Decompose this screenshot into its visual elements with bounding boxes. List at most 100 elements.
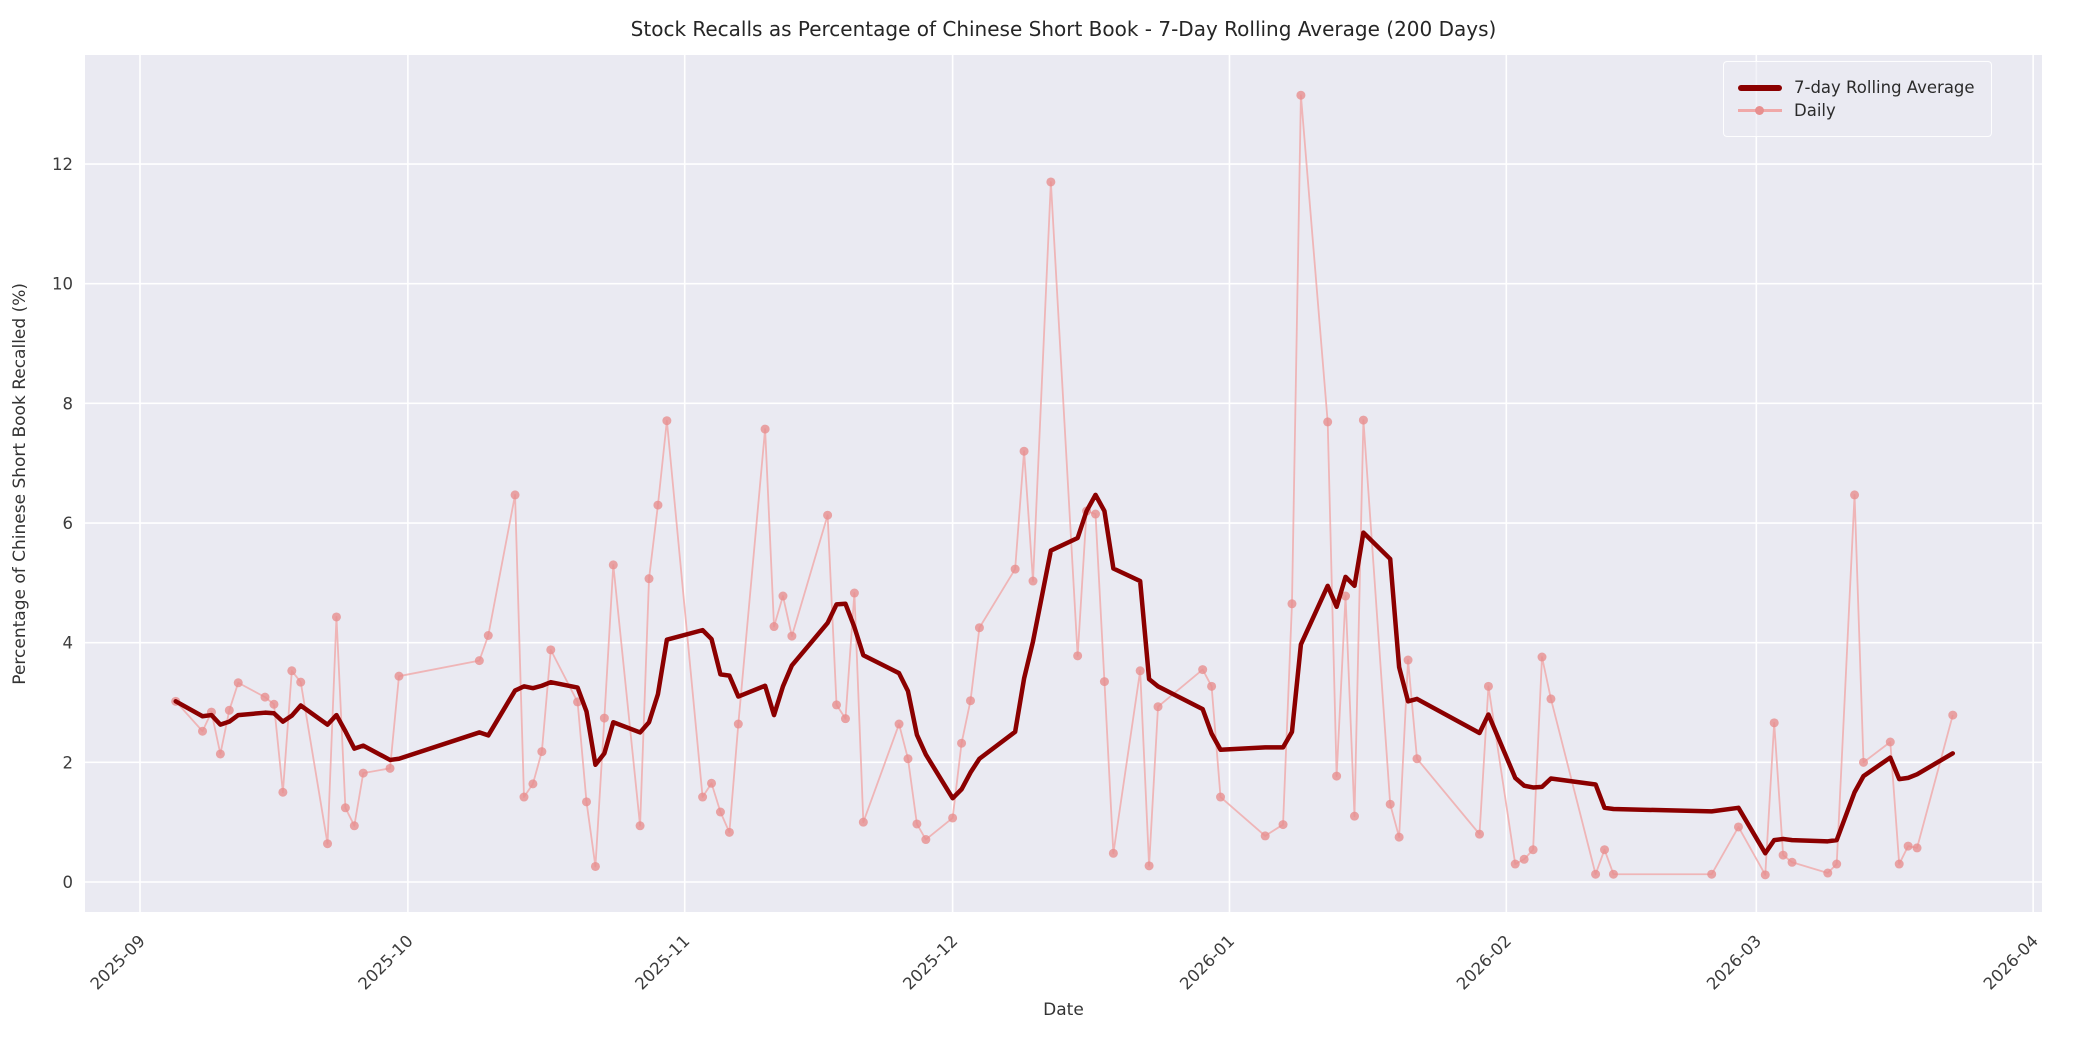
daily-data-point [1475, 829, 1484, 839]
daily-data-point [903, 754, 913, 764]
daily-data-point [787, 631, 797, 641]
rolling-average-series-line [173, 492, 1956, 856]
daily-data-point [1073, 651, 1083, 661]
y-tick-label: 12 [52, 155, 73, 174]
daily-data-point [1153, 702, 1163, 712]
daily-data-point [1733, 822, 1743, 832]
daily-data-point [724, 827, 734, 837]
x-tick-label: 2026-04 [1980, 931, 2042, 993]
daily-data-point [260, 692, 270, 702]
daily-data-point [1341, 591, 1351, 601]
daily-data-point [1850, 490, 1860, 500]
daily-data-point [510, 490, 520, 500]
y-tick-label: 2 [63, 753, 74, 772]
x-tick-label: 2025-11 [631, 931, 693, 993]
daily-data-point [1510, 859, 1520, 869]
x-tick-label: 2026-03 [1703, 931, 1765, 993]
plot-background [85, 55, 2042, 912]
x-tick-label: 2026-01 [1176, 931, 1238, 993]
daily-data-point [1323, 417, 1333, 427]
legend-item-rolling: 7-day Rolling Average [1738, 78, 1975, 97]
daily-line-swatch [1738, 106, 1782, 115]
daily-data-point [1046, 177, 1056, 187]
legend-label-daily: Daily [1794, 101, 1836, 120]
daily-data-point [1948, 710, 1958, 720]
daily-data-point [599, 713, 609, 723]
daily-data-point [1019, 446, 1029, 456]
daily-data-point [1099, 677, 1109, 687]
daily-data-point [1216, 792, 1226, 802]
chart-legend: 7-day Rolling Average Daily [1723, 61, 1992, 137]
daily-data-point [948, 813, 958, 823]
daily-data-point [1832, 859, 1842, 869]
daily-data-point [1537, 652, 1547, 662]
daily-data-point [1349, 811, 1359, 821]
daily-data-point [608, 560, 618, 570]
y-tick-label: 8 [63, 394, 74, 413]
daily-data-point [331, 612, 341, 622]
daily-data-point [974, 623, 984, 633]
daily-data-point [1903, 841, 1913, 851]
daily-data-point [340, 803, 350, 813]
daily-data-point [287, 666, 297, 676]
daily-data-point [1769, 718, 1779, 728]
daily-data-point [1332, 771, 1342, 781]
y-tick-label: 0 [63, 873, 74, 892]
daily-data-point [528, 779, 538, 789]
rolling-average-line-swatch [1738, 84, 1782, 91]
daily-data-point [698, 792, 708, 802]
daily-data-point [1394, 832, 1404, 842]
daily-data-point [733, 719, 743, 729]
daily-data-point [823, 510, 833, 520]
daily-data-point [1091, 509, 1101, 519]
daily-data-point [832, 700, 842, 710]
daily-data-point [858, 817, 868, 827]
daily-data-point [394, 671, 404, 681]
daily-data-point [912, 819, 922, 829]
daily-data-point [1385, 799, 1395, 809]
daily-data-point [1412, 754, 1422, 764]
daily-data-point [233, 678, 243, 688]
daily-data-point [269, 699, 279, 709]
daily-data-point [1296, 90, 1306, 100]
daily-data-point [1358, 415, 1368, 425]
daily-data-point [965, 696, 975, 706]
daily-data-point [778, 591, 788, 601]
daily-data-point [546, 645, 556, 655]
daily-data-point [1028, 576, 1038, 586]
daily-data-point [1778, 850, 1788, 860]
daily-data-point [278, 787, 288, 797]
daily-data-point [1600, 845, 1610, 855]
daily-data-point [1912, 843, 1922, 853]
daily-data-point [1198, 665, 1208, 675]
daily-data-point [653, 500, 663, 510]
daily-data-point [1528, 845, 1538, 855]
legend-label-rolling: 7-day Rolling Average [1794, 78, 1975, 97]
daily-data-point [760, 424, 770, 434]
daily-data-point [224, 705, 234, 715]
daily-data-point [840, 714, 850, 724]
daily-data-point [215, 749, 225, 759]
daily-data-point [1010, 564, 1020, 574]
daily-data-point [296, 677, 306, 687]
daily-data-point [1885, 737, 1895, 747]
daily-data-point [1108, 848, 1118, 858]
daily-data-point [1787, 857, 1797, 867]
daily-data-point [1278, 820, 1288, 830]
daily-data-point [1519, 854, 1529, 864]
legend-item-daily: Daily [1738, 101, 1975, 120]
y-tick-label: 4 [63, 634, 74, 653]
chart-title: Stock Recalls as Percentage of Chinese S… [630, 17, 1497, 41]
daily-data-point [662, 416, 672, 426]
daily-data-point [1707, 869, 1717, 879]
x-axis-label: Date [1043, 1000, 1084, 1020]
x-tick-label: 2026-02 [1453, 931, 1515, 993]
daily-data-point [1591, 869, 1601, 879]
daily-data-point [1287, 599, 1297, 609]
daily-data-point [1858, 757, 1868, 767]
daily-data-point [1894, 859, 1904, 869]
x-tick-label: 2025-10 [355, 931, 417, 993]
daily-data-point [323, 839, 333, 849]
